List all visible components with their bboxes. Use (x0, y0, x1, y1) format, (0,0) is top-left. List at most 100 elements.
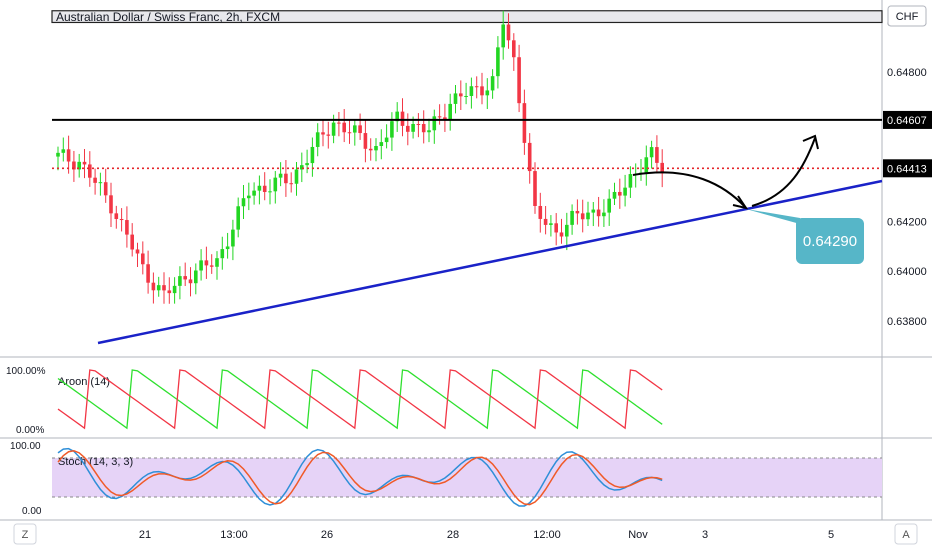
auto-button-right-label: A (902, 529, 910, 541)
aroon-tick-label: 0.00% (16, 425, 44, 436)
candle-body (114, 213, 119, 219)
aroon-up-line (57, 369, 663, 430)
candle-body (315, 132, 320, 147)
candle-body (501, 24, 505, 48)
current-price-label: 0.64413 (887, 163, 927, 175)
candle-body (437, 116, 442, 118)
candle-body (146, 264, 150, 283)
candle-body (649, 147, 654, 158)
candle-body (61, 149, 66, 153)
callout-pointer (746, 209, 800, 224)
candle-body (231, 229, 235, 247)
candle-body (337, 122, 341, 124)
candle-body (469, 86, 474, 96)
zoom-button-left (13, 523, 37, 545)
candle-body (480, 86, 484, 96)
candle-body (612, 191, 617, 199)
candle-body (225, 246, 230, 250)
candle-body (427, 130, 431, 133)
candle-body (310, 146, 315, 164)
candle-body (209, 265, 214, 267)
candle-body (93, 177, 97, 183)
candle-body (103, 182, 108, 196)
candle-body (543, 218, 548, 225)
candle-body (141, 253, 145, 265)
candle-body (82, 161, 87, 165)
candle-body (443, 117, 447, 120)
candle-body (655, 147, 659, 163)
candle-body (167, 290, 172, 294)
candle-body (644, 157, 649, 173)
candle-body (596, 209, 601, 217)
callout-box (796, 218, 864, 264)
resistance-price-tag (883, 110, 932, 129)
candle-body (353, 125, 357, 133)
candle-body (448, 103, 452, 120)
chart-title: Australian Dollar / Swiss Franc, 2h, FXC… (56, 10, 281, 24)
candle-body (628, 174, 633, 188)
candle-body (411, 124, 415, 132)
candle-body (162, 285, 166, 291)
projection-path-down (632, 171, 747, 209)
stoch-k-line (57, 447, 663, 507)
candle-body (464, 95, 468, 97)
candle-body (570, 210, 574, 225)
candle-body (119, 218, 124, 221)
candle-body (278, 173, 283, 178)
aroon-down-line (57, 369, 663, 430)
candle-body (390, 121, 394, 138)
candle-body (135, 249, 140, 254)
candle-body (88, 164, 92, 178)
stoch-d-line (57, 450, 663, 506)
time-tick-label: Nov (628, 529, 648, 541)
candle-body (125, 220, 129, 235)
candle-body (188, 279, 193, 284)
stoch-title: Stoch (14, 3, 3) (58, 456, 133, 468)
candle-body (172, 285, 177, 294)
candle-body (559, 232, 564, 237)
candle-body (506, 24, 511, 41)
aroon-title: Aroon (14) (58, 376, 110, 388)
candle-body (294, 169, 299, 184)
support-trendline (97, 179, 883, 345)
candle-body (496, 47, 500, 77)
candle-body (432, 116, 437, 131)
auto-button-right (894, 523, 918, 545)
resistance-price-label: 0.64607 (887, 115, 927, 127)
candle-body (533, 171, 537, 206)
candle-body (109, 195, 113, 214)
candle-body (485, 90, 490, 96)
candle-body (183, 276, 187, 280)
candle-body (527, 142, 532, 172)
candle-body (384, 137, 389, 143)
candle-body (565, 224, 569, 237)
candle-body (400, 111, 405, 126)
candle-body (273, 177, 278, 192)
candle-body (236, 206, 240, 230)
time-tick-label: 5 (828, 529, 834, 541)
candle-body (220, 249, 225, 259)
projection-path-up (751, 137, 816, 207)
candle-body (602, 212, 606, 217)
candle-body (421, 124, 426, 133)
time-tick-label: 21 (139, 529, 151, 541)
zoom-button-left-label: Z (22, 529, 29, 541)
candle-body (517, 57, 521, 104)
candle-body (607, 198, 611, 213)
candle-body (474, 86, 479, 88)
time-tick-label: 13:00 (220, 529, 248, 541)
candle-body (257, 185, 262, 191)
time-tick-label: 26 (321, 529, 333, 541)
candle-body (300, 165, 304, 170)
candle-body (130, 234, 134, 250)
candle-body (395, 111, 399, 122)
candle-body (321, 132, 325, 135)
candle-body (98, 182, 103, 184)
time-tick-label: 12:00 (533, 529, 561, 541)
currency-tag (887, 5, 927, 27)
candle-body (374, 146, 378, 151)
candle-body (342, 122, 346, 133)
candle-body (358, 125, 362, 134)
